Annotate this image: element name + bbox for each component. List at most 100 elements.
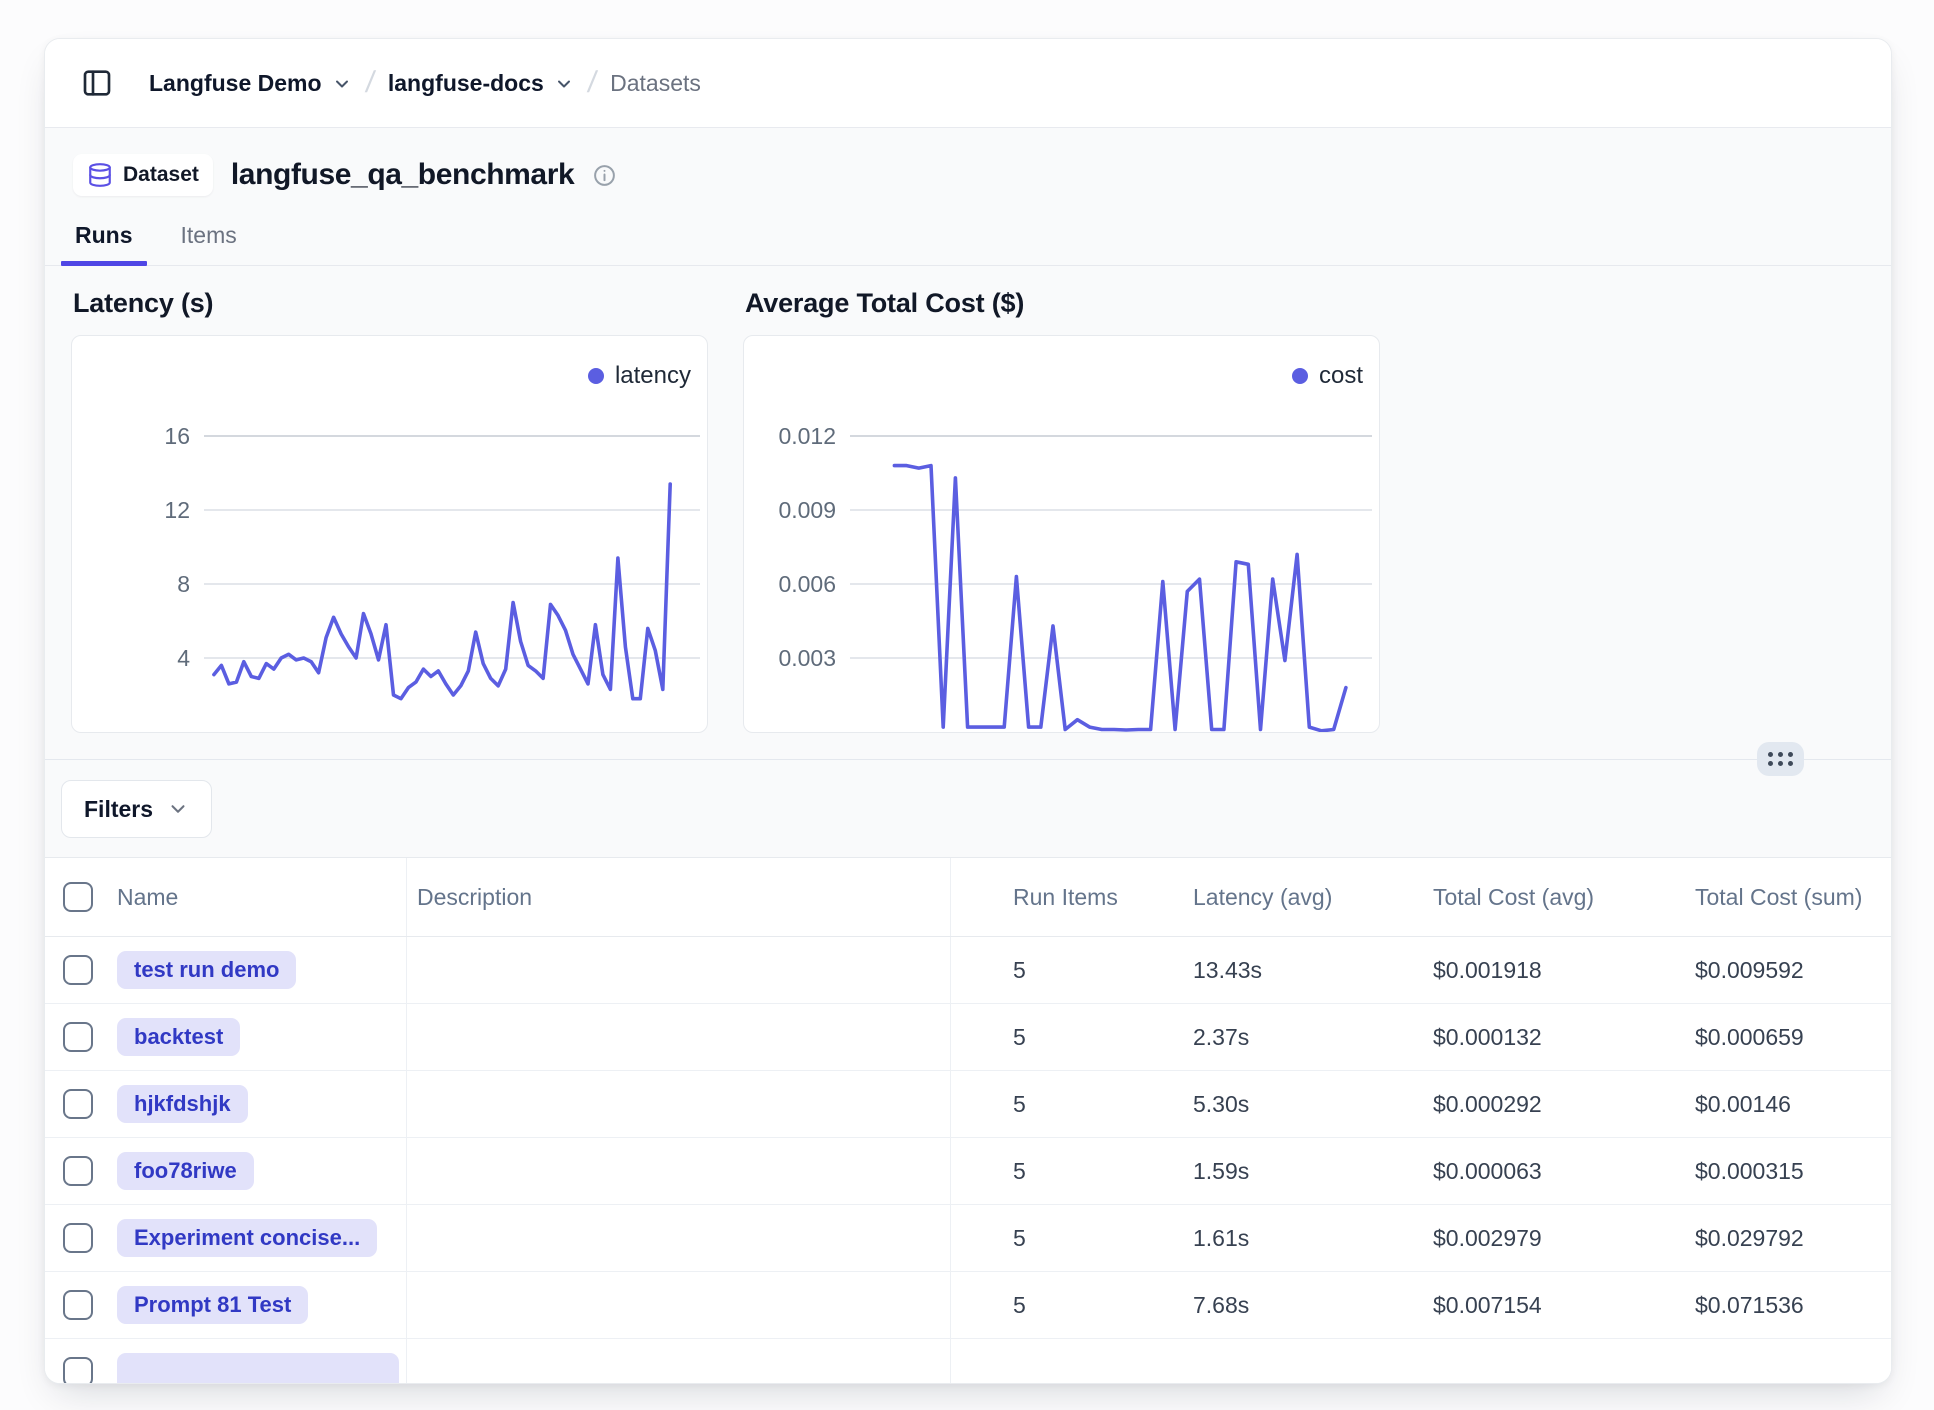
chart-plot: 0.0120.0090.0060.003	[744, 336, 1379, 732]
table-header-row: Name Description Run Items Latency (avg)…	[45, 858, 1891, 937]
svg-text:4: 4	[177, 645, 190, 671]
cell-latency-avg	[1193, 1339, 1433, 1384]
legend-label: latency	[615, 362, 691, 390]
column-header-run-items[interactable]: Run Items	[951, 858, 1193, 936]
sidebar-toggle-icon[interactable]	[81, 67, 113, 99]
cell-total-cost-avg: $0.007154	[1433, 1272, 1695, 1338]
run-name-badge[interactable]: Prompt 81 Test	[117, 1286, 308, 1324]
cell-run-items: 5	[951, 937, 1193, 1003]
drag-handle-icon[interactable]	[1757, 742, 1804, 776]
legend-label: cost	[1319, 362, 1363, 390]
run-name-badge[interactable]: foo78riwe	[117, 1152, 254, 1190]
row-checkbox[interactable]	[63, 1089, 93, 1119]
cell-description	[407, 1004, 951, 1070]
svg-text:8: 8	[177, 571, 190, 597]
cell-total-cost-sum: $0.009592	[1695, 937, 1891, 1003]
chevron-down-icon	[554, 74, 574, 94]
chart-legend: cost	[1292, 362, 1363, 390]
cost-chart-card: 0.0120.0090.0060.003cost	[743, 335, 1380, 733]
column-header-total-cost-sum[interactable]: Total Cost (sum)	[1695, 858, 1891, 936]
breadcrumb-separator: /	[363, 66, 376, 100]
cell-total-cost-avg: $0.000292	[1433, 1071, 1695, 1137]
run-name-badge[interactable]: test run demo	[117, 951, 296, 989]
table-row: foo78riwe51.59s$0.000063$0.000315	[45, 1138, 1891, 1205]
cell-total-cost-sum: $0.071536	[1695, 1272, 1891, 1338]
cell-description	[407, 1339, 951, 1384]
cell-run-items: 5	[951, 1004, 1193, 1070]
run-name-badge[interactable]	[117, 1353, 399, 1384]
filters-button[interactable]: Filters	[61, 780, 212, 838]
breadcrumb-organization[interactable]: Langfuse Demo	[149, 70, 352, 97]
dataset-badge-label: Dataset	[123, 163, 199, 187]
breadcrumb-separator: /	[585, 66, 598, 100]
page-content: Dataset langfuse_qa_benchmark Runs Items…	[45, 128, 1891, 1384]
table-row: test run demo513.43s$0.001918$0.009592	[45, 937, 1891, 1004]
cell-latency-avg: 7.68s	[1193, 1272, 1433, 1338]
cell-total-cost-avg	[1433, 1339, 1695, 1384]
row-checkbox[interactable]	[63, 1290, 93, 1320]
row-checkbox[interactable]	[63, 1022, 93, 1052]
database-icon	[87, 162, 113, 188]
chevron-down-icon	[332, 74, 352, 94]
info-icon[interactable]	[592, 163, 617, 188]
cell-description	[407, 937, 951, 1003]
cell-latency-avg: 5.30s	[1193, 1071, 1433, 1137]
dataset-header: Dataset langfuse_qa_benchmark	[45, 128, 1891, 196]
run-name-badge[interactable]: backtest	[117, 1018, 240, 1056]
cell-run-items	[951, 1339, 1193, 1384]
legend-dot	[1292, 368, 1308, 384]
cell-description	[407, 1138, 951, 1204]
cell-total-cost-avg: $0.001918	[1433, 937, 1695, 1003]
table-body: test run demo513.43s$0.001918$0.009592ba…	[45, 937, 1891, 1384]
page-title: langfuse_qa_benchmark	[231, 158, 574, 192]
cell-total-cost-avg: $0.000132	[1433, 1004, 1695, 1070]
row-checkbox[interactable]	[63, 1357, 93, 1384]
select-all-checkbox[interactable]	[63, 882, 93, 912]
cell-latency-avg: 1.61s	[1193, 1205, 1433, 1271]
latency-chart: Latency (s)161284latency	[71, 288, 708, 733]
cell-total-cost-sum: $0.029792	[1695, 1205, 1891, 1271]
cell-run-items: 5	[951, 1071, 1193, 1137]
cell-total-cost-avg: $0.002979	[1433, 1205, 1695, 1271]
filters-row: Filters	[45, 760, 1891, 838]
cell-description	[407, 1205, 951, 1271]
cell-total-cost-avg: $0.000063	[1433, 1138, 1695, 1204]
tab-runs[interactable]: Runs	[73, 212, 135, 265]
cell-total-cost-sum	[1695, 1339, 1891, 1384]
tab-items[interactable]: Items	[179, 212, 239, 265]
tab-bar: Runs Items	[45, 212, 1891, 266]
breadcrumb-organization-label: Langfuse Demo	[149, 70, 322, 97]
column-header-description[interactable]: Description	[407, 858, 951, 936]
breadcrumb-page[interactable]: Datasets	[610, 70, 701, 97]
table-row: hjkfdshjk 55.30s$0.000292$0.00146	[45, 1071, 1891, 1138]
row-checkbox[interactable]	[63, 1223, 93, 1253]
legend-dot	[588, 368, 604, 384]
table-row: Experiment concise... 51.61s$0.002979$0.0…	[45, 1205, 1891, 1272]
row-checkbox[interactable]	[63, 1156, 93, 1186]
svg-text:12: 12	[164, 497, 190, 523]
column-header-name[interactable]: Name	[117, 884, 178, 911]
chart-legend: latency	[588, 362, 691, 390]
cost-chart: Average Total Cost ($)0.0120.0090.0060.0…	[743, 288, 1380, 733]
charts-section: Latency (s)161284latencyAverage Total Co…	[45, 266, 1891, 733]
column-header-latency-avg[interactable]: Latency (avg)	[1193, 858, 1433, 936]
svg-text:0.003: 0.003	[778, 645, 836, 671]
cell-run-items: 5	[951, 1205, 1193, 1271]
chart-plot: 161284	[72, 336, 707, 732]
table-row-truncated	[45, 1339, 1891, 1384]
cell-latency-avg: 2.37s	[1193, 1004, 1433, 1070]
run-name-badge[interactable]: Experiment concise...	[117, 1219, 377, 1257]
svg-text:0.009: 0.009	[778, 497, 836, 523]
column-header-total-cost-avg[interactable]: Total Cost (avg)	[1433, 858, 1695, 936]
cell-run-items: 5	[951, 1272, 1193, 1338]
table-row: Prompt 81 Test 57.68s$0.007154$0.071536	[45, 1272, 1891, 1339]
breadcrumb-project-label: langfuse-docs	[388, 70, 544, 97]
filters-button-label: Filters	[84, 796, 153, 823]
cell-total-cost-sum: $0.00146	[1695, 1071, 1891, 1137]
row-checkbox[interactable]	[63, 955, 93, 985]
main-panel: Langfuse Demo / langfuse-docs / Datasets…	[44, 38, 1892, 1384]
cell-total-cost-sum: $0.000315	[1695, 1138, 1891, 1204]
run-name-badge[interactable]: hjkfdshjk	[117, 1085, 248, 1123]
chevron-down-icon	[167, 798, 189, 820]
breadcrumb-project[interactable]: langfuse-docs	[388, 70, 574, 97]
